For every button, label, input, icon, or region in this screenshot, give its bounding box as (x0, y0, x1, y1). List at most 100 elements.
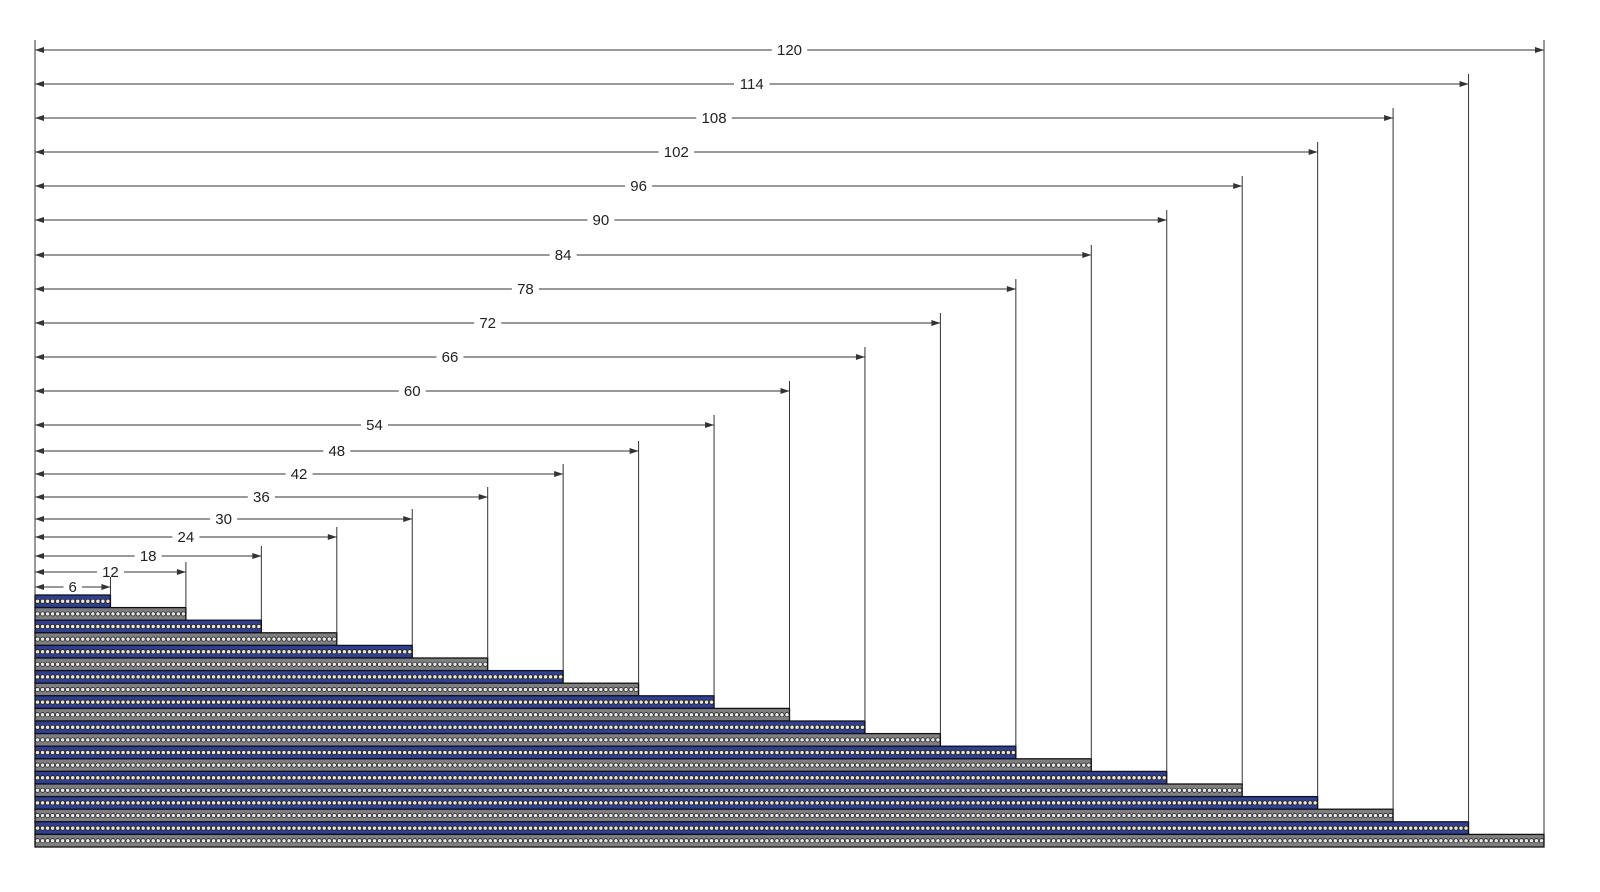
bar-hole (1005, 787, 1011, 793)
bar-hole (517, 775, 523, 781)
bar-hole (216, 649, 222, 655)
bar-hole (316, 825, 322, 831)
bar-hole (563, 699, 569, 705)
bar-hole (50, 787, 56, 793)
bar-hole (175, 750, 181, 755)
bar-hole (1081, 787, 1087, 793)
bar-hole (387, 750, 393, 755)
bar-hole (236, 649, 242, 655)
bar-hole (673, 775, 679, 781)
bar-hole (739, 724, 745, 730)
bar-hole (261, 649, 267, 655)
bar-hole (1076, 825, 1082, 831)
bar-hole (145, 699, 151, 705)
bar-hole (397, 762, 403, 768)
bar-hole (517, 813, 523, 818)
bar-hole (538, 699, 543, 705)
bar-hole (754, 762, 760, 768)
bar-hole (749, 762, 755, 768)
bar-hole (362, 750, 367, 755)
bar-hole (1076, 787, 1082, 793)
bar-hole (638, 825, 644, 831)
bar-hole (336, 775, 342, 781)
bar-hole (331, 724, 337, 730)
bar-hole (915, 800, 921, 806)
bar-hole (130, 800, 136, 806)
bar-hole (326, 674, 332, 680)
bar-hole (900, 775, 906, 781)
bar-hole (65, 750, 71, 755)
bar-hole (875, 787, 880, 793)
bar-hole (341, 813, 347, 818)
bar-hole (75, 712, 81, 718)
bar-hole (1513, 838, 1519, 844)
bar-hole (1091, 825, 1097, 831)
bar-hole (326, 800, 332, 806)
bar-hole (829, 825, 835, 831)
bar-hole (447, 825, 453, 831)
dimension-96: 96 (35, 176, 1243, 784)
bar-hole (316, 813, 322, 818)
bar-hole (543, 775, 549, 781)
bar-hole (1443, 838, 1449, 844)
bar-hole (538, 838, 543, 844)
bar-hole (382, 787, 388, 793)
bar-hole (80, 661, 86, 667)
bar-hole (1036, 787, 1041, 793)
bar-hole (668, 775, 674, 781)
bar-hole (382, 762, 388, 768)
bar-hole (759, 762, 765, 768)
bar-hole (528, 775, 533, 781)
bar-hole (387, 762, 393, 768)
bar-hole (920, 787, 926, 793)
bar-hole (553, 775, 559, 781)
bar-hole (70, 838, 76, 844)
bar-hole (70, 775, 76, 781)
bar-hole (160, 825, 166, 831)
arrowhead-left (35, 516, 44, 522)
bar-hole (1126, 775, 1132, 781)
bar-hole (75, 598, 81, 604)
bar-hole (779, 800, 785, 806)
bar-hole (895, 750, 901, 755)
bar-hole (694, 712, 699, 718)
bar-hole (1488, 838, 1494, 844)
bar-hole (764, 762, 770, 768)
bar-hole (251, 661, 257, 667)
bar-hole (492, 775, 498, 781)
bar-hole (331, 661, 337, 667)
bar-hole (70, 724, 76, 730)
bar-hole (296, 724, 302, 730)
bar-hole (256, 674, 262, 680)
bar-hole (678, 825, 684, 831)
bar-hole (1041, 838, 1046, 844)
bar-hole (165, 699, 171, 705)
dimension-30: 30 (35, 509, 413, 646)
bar-hole (372, 724, 377, 730)
bar-hole (497, 825, 503, 831)
bar-hole (165, 661, 171, 667)
bar-hole (155, 813, 161, 818)
bar-hole (870, 787, 875, 793)
bar-hole (678, 800, 684, 806)
bar-hole (910, 813, 916, 818)
arrowhead-right (1006, 286, 1016, 292)
bar-hole (150, 699, 156, 705)
bar-hole (739, 838, 745, 844)
bar-hole (497, 674, 503, 680)
bar-hole (321, 712, 327, 718)
bar-hole (115, 737, 121, 743)
bar-hole (377, 737, 383, 743)
bar-hole (402, 775, 408, 781)
bar-hole (528, 838, 533, 844)
bar-hole (814, 838, 820, 844)
bar-hole (618, 813, 624, 818)
bar-hole (533, 838, 538, 844)
bar-hole (196, 674, 201, 680)
bar-hole (422, 737, 428, 743)
bar-hole (125, 624, 131, 629)
bar-hole (316, 838, 322, 844)
bar-hole (754, 825, 760, 831)
bar-hole (915, 775, 921, 781)
bar-hole (427, 712, 433, 718)
